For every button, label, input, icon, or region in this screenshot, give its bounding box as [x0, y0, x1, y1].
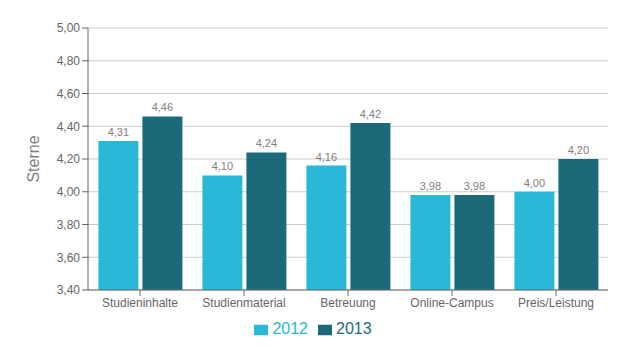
- svg-text:5,00: 5,00: [57, 21, 81, 35]
- html-text:2012: 2012: [272, 320, 308, 337]
- svg-text:4,20: 4,20: [57, 152, 81, 166]
- svg-text:Sterne: Sterne: [25, 135, 42, 182]
- svg-text:4,24: 4,24: [256, 137, 277, 149]
- svg-text:4,16: 4,16: [316, 151, 337, 163]
- svg-text:4,60: 4,60: [57, 87, 81, 101]
- svg-text:4,46: 4,46: [152, 101, 173, 113]
- svg-text:4,40: 4,40: [57, 120, 81, 134]
- svg-text:4,31: 4,31: [108, 126, 129, 138]
- svg-text:3,40: 3,40: [57, 283, 81, 297]
- svg-text:4,80: 4,80: [57, 54, 81, 68]
- svg-text:3,60: 3,60: [57, 251, 81, 265]
- html-text:2013: 2013: [336, 320, 372, 337]
- svg-text:3,98: 3,98: [464, 180, 485, 192]
- svg-text:Studieninhalte: Studieninhalte: [102, 296, 178, 310]
- svg-text:Online-Campus: Online-Campus: [410, 296, 493, 310]
- svg-text:4,20: 4,20: [568, 144, 589, 156]
- svg-text:4,00: 4,00: [524, 177, 545, 189]
- svg-text:4,10: 4,10: [212, 160, 233, 172]
- svg-text:4,42: 4,42: [360, 108, 381, 120]
- svg-text:4,00: 4,00: [57, 185, 81, 199]
- svg-text:Studienmaterial: Studienmaterial: [202, 296, 285, 310]
- svg-text:3,80: 3,80: [57, 218, 81, 232]
- svg-text:3,98: 3,98: [420, 180, 441, 192]
- svg-text:Betreuung: Betreuung: [320, 296, 375, 310]
- svg-text:Preis/Leistung: Preis/Leistung: [518, 296, 594, 310]
